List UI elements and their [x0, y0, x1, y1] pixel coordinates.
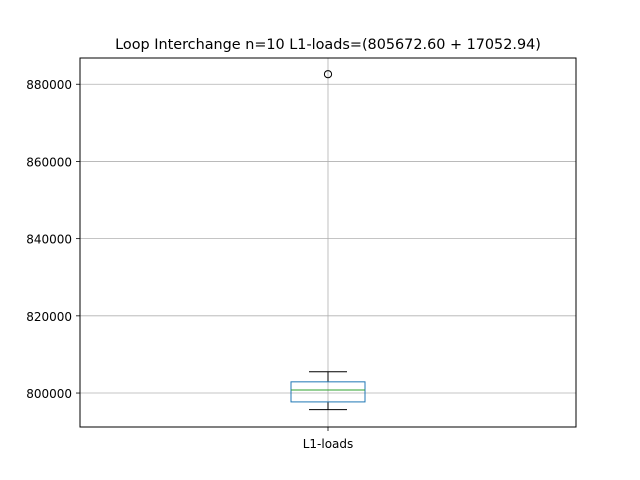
axes: [76, 57, 577, 431]
y-tick-label: 800000: [26, 387, 72, 401]
grid-lines: [80, 58, 576, 427]
outlier-point: [323, 70, 333, 79]
y-tick-label: 840000: [26, 233, 72, 247]
x-tick-label: L1-loads: [303, 437, 354, 451]
box-elements: [290, 70, 366, 411]
tick-labels: 800000 820000 840000 860000 880000 L1-loads: [26, 78, 353, 451]
y-tick-label: 860000: [26, 155, 72, 169]
iqr-box: [290, 381, 366, 403]
y-tick-label: 820000: [26, 310, 72, 324]
chart-title: Loop Interchange n=10 L1-loads=(805672.6…: [115, 37, 541, 53]
y-tick-label: 880000: [26, 78, 72, 92]
plot-frame: [79, 57, 577, 428]
